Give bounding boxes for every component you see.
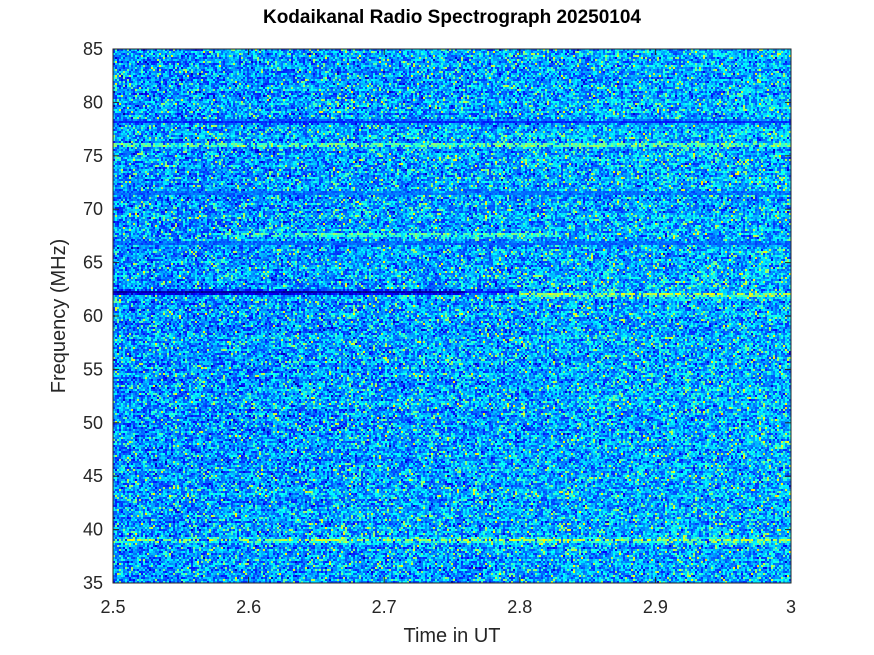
- x-tick-label: 2.6: [236, 597, 261, 617]
- x-tick-label: 3: [786, 597, 796, 617]
- chart-title: Kodaikanal Radio Spectrograph 20250104: [263, 7, 641, 28]
- x-tick-label: 2.7: [372, 597, 397, 617]
- y-tick-label: 80: [83, 92, 103, 112]
- y-tick-label: 40: [83, 520, 103, 540]
- x-tick-label: 2.9: [643, 597, 668, 617]
- y-tick-label: 60: [83, 306, 103, 326]
- y-tick-label: 70: [83, 199, 103, 219]
- x-tick-label: 2.8: [507, 597, 532, 617]
- y-tick-label: 35: [83, 573, 103, 593]
- y-tick-label: 65: [83, 253, 103, 273]
- y-tick-label: 85: [83, 39, 103, 59]
- x-axis-ticks: 2.5 2.6 2.7 2.8 2.9 3: [100, 49, 796, 617]
- y-axis-ticks: 35 40 45 50 55 60 65 70 75 80 85: [83, 39, 791, 593]
- y-tick-label: 75: [83, 146, 103, 166]
- y-tick-label: 55: [83, 359, 103, 379]
- x-axis-label: Time in UT: [403, 625, 500, 647]
- y-tick-label: 50: [83, 413, 103, 433]
- y-tick-label: 45: [83, 466, 103, 486]
- x-tick-label: 2.5: [100, 597, 125, 617]
- spectrogram-image: [113, 49, 791, 583]
- y-axis-label: Frequency (MHz): [48, 239, 70, 393]
- plot-area: [113, 49, 791, 583]
